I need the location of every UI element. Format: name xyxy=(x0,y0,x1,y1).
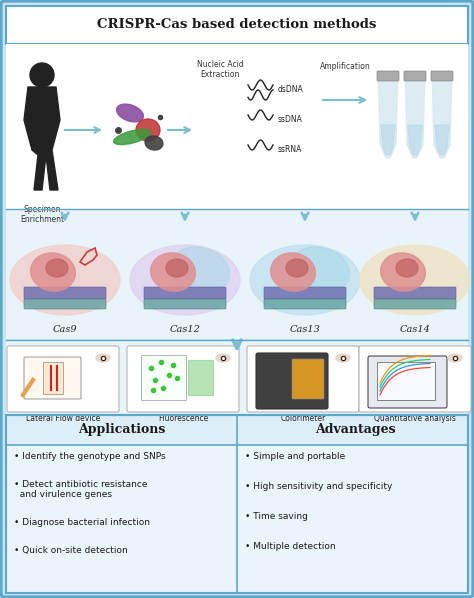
FancyBboxPatch shape xyxy=(237,415,468,445)
FancyBboxPatch shape xyxy=(377,362,435,400)
Text: Cas12: Cas12 xyxy=(170,325,201,334)
Text: • High sensitivity and specificity: • High sensitivity and specificity xyxy=(245,482,392,491)
Text: Cas13: Cas13 xyxy=(290,325,320,334)
Text: Fluorescence: Fluorescence xyxy=(158,414,208,423)
Text: Colorimeter: Colorimeter xyxy=(281,414,326,423)
FancyBboxPatch shape xyxy=(6,340,468,415)
Text: Cas9: Cas9 xyxy=(53,325,77,334)
Text: ssRNA: ssRNA xyxy=(278,145,302,154)
FancyBboxPatch shape xyxy=(144,287,226,299)
Polygon shape xyxy=(432,75,452,158)
Text: Specimen
Enrichment: Specimen Enrichment xyxy=(20,205,64,224)
FancyBboxPatch shape xyxy=(431,71,453,81)
Ellipse shape xyxy=(286,259,308,277)
Ellipse shape xyxy=(171,247,229,293)
Text: CRISPR-Cas based detection methods: CRISPR-Cas based detection methods xyxy=(97,19,377,32)
Ellipse shape xyxy=(136,119,160,141)
FancyBboxPatch shape xyxy=(6,415,237,445)
Ellipse shape xyxy=(360,245,470,315)
Ellipse shape xyxy=(114,129,150,145)
Ellipse shape xyxy=(151,253,195,291)
FancyBboxPatch shape xyxy=(256,353,328,409)
Text: • Identify the genotype and SNPs: • Identify the genotype and SNPs xyxy=(14,452,165,461)
Ellipse shape xyxy=(250,245,360,315)
Text: • Quick on-site detection: • Quick on-site detection xyxy=(14,546,128,555)
Text: • Multiple detection: • Multiple detection xyxy=(245,542,336,551)
Ellipse shape xyxy=(31,253,75,291)
Ellipse shape xyxy=(291,247,349,293)
Polygon shape xyxy=(378,75,398,158)
FancyBboxPatch shape xyxy=(6,6,468,44)
FancyBboxPatch shape xyxy=(144,299,226,309)
Ellipse shape xyxy=(396,259,418,277)
Text: ssDNA: ssDNA xyxy=(278,115,303,124)
FancyBboxPatch shape xyxy=(368,356,447,408)
FancyBboxPatch shape xyxy=(374,287,456,299)
FancyBboxPatch shape xyxy=(292,359,324,399)
Polygon shape xyxy=(24,87,60,190)
Text: Lateral Flow device: Lateral Flow device xyxy=(26,414,100,423)
FancyBboxPatch shape xyxy=(377,71,399,81)
Ellipse shape xyxy=(10,245,120,315)
Ellipse shape xyxy=(216,354,230,362)
FancyBboxPatch shape xyxy=(247,346,359,412)
Text: • Time saving: • Time saving xyxy=(245,512,308,521)
Ellipse shape xyxy=(117,104,144,122)
Polygon shape xyxy=(405,75,425,158)
Ellipse shape xyxy=(46,259,68,277)
Ellipse shape xyxy=(381,253,425,291)
FancyBboxPatch shape xyxy=(264,299,346,309)
Ellipse shape xyxy=(448,354,462,362)
FancyBboxPatch shape xyxy=(24,287,106,299)
FancyBboxPatch shape xyxy=(404,71,426,81)
Ellipse shape xyxy=(336,354,350,362)
Polygon shape xyxy=(381,125,395,155)
FancyBboxPatch shape xyxy=(24,357,81,399)
FancyBboxPatch shape xyxy=(141,355,186,400)
Text: dsDNA: dsDNA xyxy=(278,86,304,94)
Polygon shape xyxy=(188,360,213,395)
Text: Amplification: Amplification xyxy=(319,62,370,71)
Text: Cas14: Cas14 xyxy=(400,325,430,334)
FancyBboxPatch shape xyxy=(359,346,471,412)
Text: • Detect antibiotic resistance
  and virulence genes: • Detect antibiotic resistance and virul… xyxy=(14,480,147,499)
Polygon shape xyxy=(435,125,449,155)
FancyBboxPatch shape xyxy=(24,299,106,309)
Ellipse shape xyxy=(145,136,163,150)
FancyBboxPatch shape xyxy=(7,346,119,412)
Ellipse shape xyxy=(96,354,110,362)
Text: Applications: Applications xyxy=(78,423,165,437)
Text: Quantitative analysis: Quantitative analysis xyxy=(374,414,456,423)
Ellipse shape xyxy=(130,245,240,315)
FancyBboxPatch shape xyxy=(127,346,239,412)
FancyBboxPatch shape xyxy=(6,209,468,339)
Polygon shape xyxy=(408,125,422,155)
Text: Nucleic Acid
Extraction: Nucleic Acid Extraction xyxy=(197,60,243,80)
FancyBboxPatch shape xyxy=(43,362,63,394)
Text: Advantages: Advantages xyxy=(315,423,396,437)
Ellipse shape xyxy=(271,253,315,291)
Text: • Simple and portable: • Simple and portable xyxy=(245,452,345,461)
FancyBboxPatch shape xyxy=(374,299,456,309)
FancyBboxPatch shape xyxy=(6,415,468,593)
FancyBboxPatch shape xyxy=(264,287,346,299)
FancyBboxPatch shape xyxy=(6,44,468,209)
Text: • Diagnose bacterial infection: • Diagnose bacterial infection xyxy=(14,518,150,527)
Circle shape xyxy=(30,63,54,87)
Ellipse shape xyxy=(166,259,188,277)
